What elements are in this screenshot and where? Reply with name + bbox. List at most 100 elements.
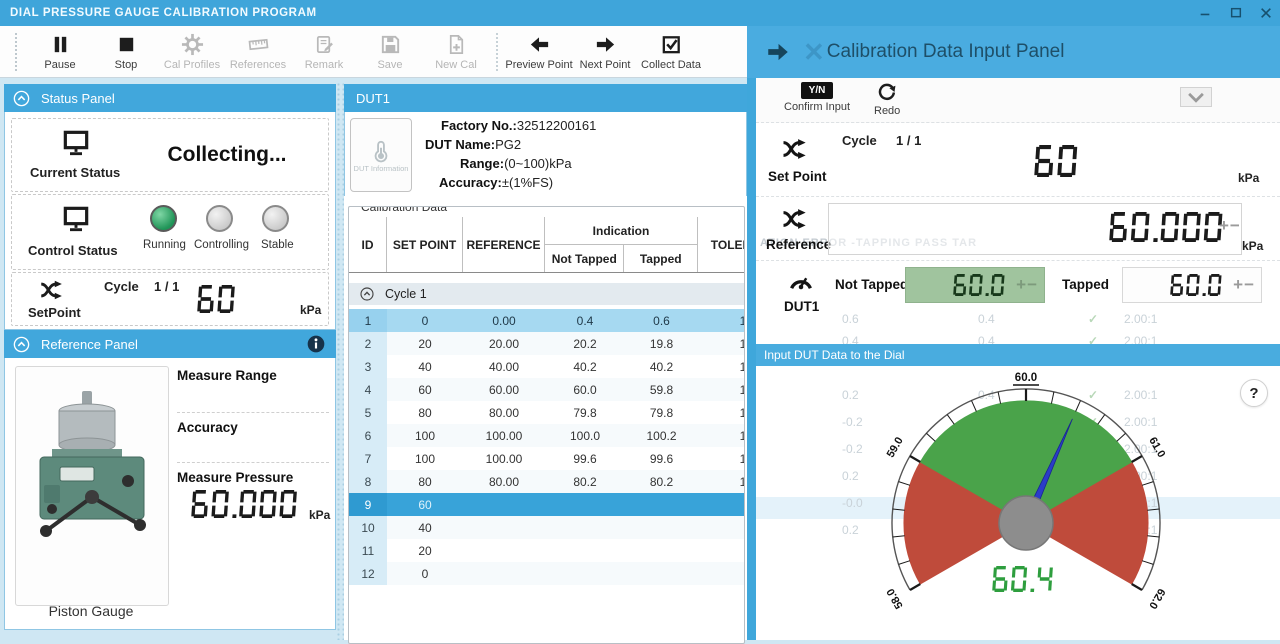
reference-input[interactable]: +− <box>828 203 1242 255</box>
tapped-label: Tapped <box>1062 277 1109 292</box>
input-panel-title: Calibration Data Input Panel <box>826 41 1065 62</box>
arrow-right-icon[interactable] <box>765 39 791 65</box>
stop-icon <box>115 33 138 56</box>
cell-set_point: 40 <box>418 520 432 535</box>
gauge-icon <box>786 267 816 297</box>
ghost-row: -0.2 0.2 ✓ 2.00:1 <box>842 442 1158 456</box>
reference-panel-title: Reference Panel <box>41 336 138 352</box>
collapse-icon[interactable] <box>12 335 31 354</box>
calibration-data-groupbox: Calibration Data ID SET POINT REFERENCE … <box>348 206 745 644</box>
not-tapped-stepper[interactable]: +− <box>1016 275 1038 294</box>
setpoint-label: SetPoint <box>28 305 81 320</box>
info-icon[interactable] <box>306 334 326 354</box>
cell-set_point: 80 <box>418 474 432 489</box>
cycle-group-label: Cycle 1 <box>385 287 427 301</box>
cell-reference: 80.00 <box>488 474 520 489</box>
dut-information-button[interactable]: DUT Information <box>350 118 412 192</box>
cycle-label: Cycle <box>104 279 139 294</box>
table-row-3[interactable]: 3 40 40.00 40.2 40.2 1.0 <box>349 355 744 378</box>
table-row-12[interactable]: 12 0 <box>349 562 744 585</box>
table-row-1[interactable]: 1 0 0.00 0.4 0.6 1.0 <box>349 309 744 332</box>
cell-id: 12 <box>349 562 387 585</box>
table-row-8[interactable]: 8 80 80.00 80.2 80.2 1.0 <box>349 470 744 493</box>
toolbar-grip[interactable] <box>14 31 19 72</box>
table-row-5[interactable]: 5 80 80.00 79.8 79.8 1.0 <box>349 401 744 424</box>
measure-range-field: Measure Range <box>177 364 329 413</box>
maximize-button[interactable] <box>1228 5 1244 21</box>
dial-instruction-bar: Input DUT Data to the Dial <box>756 344 1280 366</box>
cell-tapped: 19.8 <box>649 336 674 351</box>
cycle-group-bar[interactable]: Cycle 1 <box>349 283 744 305</box>
toolbar-button-preview-point[interactable]: Preview Point <box>505 28 573 76</box>
toolbar-button-next-point[interactable]: Next Point <box>572 28 638 76</box>
toolbar-button-label: Remark <box>304 58 344 71</box>
window-title: DIAL PRESSURE GAUGE CALIBRATION PROGRAM <box>10 7 317 19</box>
measure-pressure-display <box>191 490 304 518</box>
ghost-row: -0.0 0.0 ✓ 2.00:1 <box>842 496 1158 510</box>
vertical-splitter[interactable] <box>336 82 344 640</box>
toolbar-button-references: References <box>225 28 291 76</box>
reference-row: ATION ERROR -TAPPING PASS TAR Reference … <box>756 196 1280 260</box>
gauge-readout-display <box>992 566 1059 592</box>
cell-tolerance: 1.0 <box>698 447 744 470</box>
table-row-4[interactable]: 4 60 60.00 60.0 59.8 1.0 <box>349 378 744 401</box>
cell-id: 1 <box>349 309 387 332</box>
cell-tapped: 80.2 <box>649 474 674 489</box>
table-row-6[interactable]: 6 100 100.00 100.0 100.2 1.0 <box>349 424 744 447</box>
cell-tolerance <box>698 493 744 516</box>
cell-reference: 0.00 <box>492 313 516 328</box>
reference-panel: Reference Panel Piston Gau <box>4 330 336 630</box>
control-status-box: Control Status Running Controlling Stabl… <box>11 194 329 270</box>
collapse-icon[interactable] <box>359 286 375 302</box>
svg-text:62.0: 62.0 <box>1146 586 1167 611</box>
collapse-dropdown[interactable] <box>1180 87 1212 107</box>
led-controlling-label: Controlling <box>194 239 249 251</box>
vertical-scrollbar[interactable] <box>747 78 756 640</box>
monitor-icon <box>60 127 92 159</box>
arrow-left-icon <box>528 33 551 56</box>
set-point-label: Set Point <box>768 169 827 184</box>
cell-tolerance: 1.0 <box>698 309 744 332</box>
cycle-label: Cycle <box>842 133 877 148</box>
cell-reference: 20.00 <box>488 336 520 351</box>
confirm-input-button[interactable]: Y/N Confirm Input <box>784 82 850 113</box>
cell-set_point: 40 <box>418 359 432 374</box>
cell-reference <box>463 539 545 562</box>
cell-not_tapped: 80.2 <box>573 474 597 489</box>
cell-id: 4 <box>349 378 387 401</box>
toolbar-button-pause[interactable]: Pause <box>27 28 93 76</box>
cell-set_point: 80 <box>418 405 432 420</box>
table-row-11[interactable]: 11 20 <box>349 539 744 562</box>
toolbar-button-label: Cal Profiles <box>163 58 221 71</box>
toolbar-button-label: Preview Point <box>505 58 573 71</box>
cell-id: 3 <box>349 355 387 378</box>
cell-reference: 60.00 <box>488 382 520 397</box>
svg-text:58.0: 58.0 <box>885 586 906 611</box>
dut-panel-title: DUT1 <box>356 90 390 106</box>
table-row-10[interactable]: 10 40 <box>349 516 744 539</box>
led-running-label: Running <box>143 239 186 251</box>
tapped-input[interactable]: +− <box>1122 267 1262 303</box>
toolbar-button-stop[interactable]: Stop <box>93 28 159 76</box>
toolbar-button-collect-data[interactable]: Collect Data <box>638 28 704 76</box>
status-panel: Status Panel Current Status Collecting..… <box>4 84 336 330</box>
ghost-row: 0.2 0.2 ✓ 2.00:1 <box>842 469 1158 483</box>
redo-button[interactable]: Redo <box>874 81 900 117</box>
table-row-2[interactable]: 2 20 20.00 20.2 19.8 1.0 <box>349 332 744 355</box>
not-tapped-input[interactable]: +− <box>905 267 1045 303</box>
help-button[interactable]: ? <box>1240 379 1268 407</box>
not-tapped-display <box>953 274 1010 296</box>
minimize-button[interactable] <box>1198 5 1214 21</box>
reference-stepper[interactable]: +− <box>1219 216 1241 235</box>
checkbox-icon <box>660 33 683 56</box>
pause-icon <box>49 33 72 56</box>
table-row-7[interactable]: 7 100 100.00 99.6 99.6 1.0 <box>349 447 744 470</box>
cell-tolerance: 1.0 <box>698 401 744 424</box>
close-button[interactable] <box>1258 5 1274 21</box>
tapped-stepper[interactable]: +− <box>1233 275 1255 294</box>
cell-tapped <box>625 562 698 585</box>
table-row-9[interactable]: 9 60 <box>349 493 744 516</box>
ghost-row: 0.6 0.4 ✓ 2.00:1 <box>842 312 1158 326</box>
collapse-icon[interactable] <box>12 89 31 108</box>
cell-not_tapped: 60.0 <box>573 382 597 397</box>
